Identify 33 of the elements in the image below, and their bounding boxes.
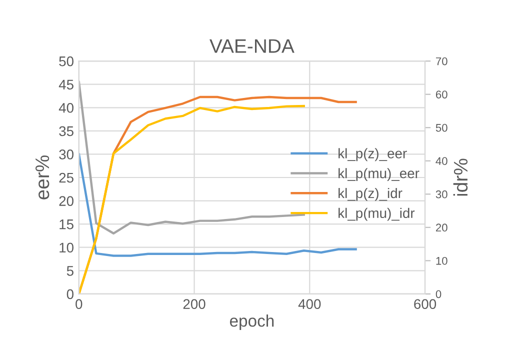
y2-axis-title: idr%	[453, 158, 468, 196]
y-tick-label: 50	[59, 56, 74, 66]
y-tick-label: 25	[59, 172, 74, 183]
y2-tick-label: 10	[436, 256, 448, 265]
y-tick-label: 15	[60, 220, 74, 230]
line-series	[78, 104, 305, 294]
y2-tick-label: 50	[436, 124, 448, 132]
y-tick-label: 10	[60, 242, 74, 253]
y-tick-label: 30	[59, 150, 74, 160]
y-tick-label: 20	[59, 196, 74, 206]
y2-tick-label: 0	[436, 290, 442, 298]
x-tick-label: 0	[76, 299, 82, 310]
legend-label: kl_p(mu)_idr	[338, 208, 415, 221]
y-tick-label: 40	[58, 102, 74, 113]
y2-tick-label: 30	[436, 190, 448, 198]
y2-tick-label: 40	[436, 157, 448, 166]
y2-tick-label: 70	[436, 57, 448, 66]
legend-label: kl_p(mu)_eer	[338, 168, 420, 182]
y2-tick-label: 60	[436, 90, 448, 98]
line-series	[78, 80, 305, 235]
x-axis-title: epoch	[230, 314, 274, 330]
x-tick-label: 200	[183, 299, 206, 310]
y2-tick-label: 20	[436, 224, 448, 232]
y-tick-label: 0	[66, 289, 74, 300]
x-tick-label: 600	[414, 299, 436, 310]
chart-title: VAE-NDA	[210, 39, 294, 53]
x-tick-label: 400	[298, 299, 321, 310]
y-tick-label: 5	[66, 266, 74, 276]
legend-label: kl_p(z)_eer	[338, 148, 407, 162]
y-tick-label: 45	[58, 80, 74, 90]
y-axis-title: eer%	[36, 155, 50, 200]
y-tick-label: 35	[59, 126, 74, 136]
legend-label: kl_p(z)_idr	[338, 188, 402, 201]
